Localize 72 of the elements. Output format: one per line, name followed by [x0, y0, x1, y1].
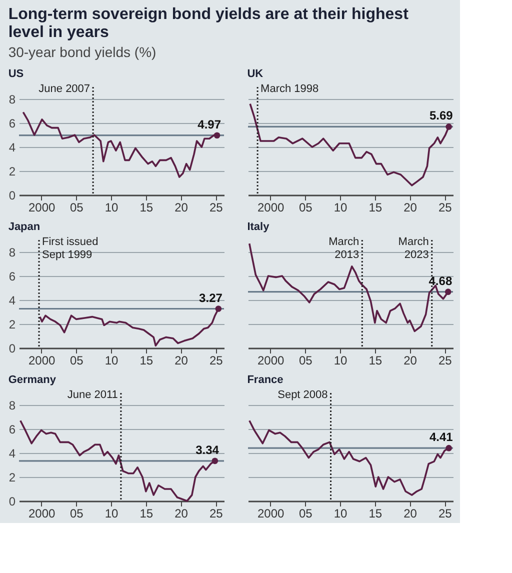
y-tick-label: 0 [8, 494, 16, 508]
annotation: 3.27 [199, 290, 223, 305]
y-tick-label: 8 [8, 92, 16, 106]
x-tick-label: 15 [368, 200, 382, 214]
chart-title: US [8, 68, 24, 80]
x-tick-label: 2000 [28, 354, 56, 368]
annotation: 3.34 [196, 442, 220, 457]
annotation: 4.97 [198, 117, 222, 132]
y-tick-label: 8 [8, 398, 16, 412]
ref-line-label: Sept 2008 [278, 389, 328, 401]
annotation: 4.68 [428, 274, 452, 288]
y-tick-label: 6 [8, 270, 16, 284]
ref-line-label: First issued Sept 1999 [42, 236, 98, 261]
chart-title: Italy [247, 221, 270, 233]
x-tick-label: 15 [140, 354, 154, 368]
chart-title: France [247, 374, 284, 386]
x-tick-label: 05 [298, 354, 313, 368]
y-tick-label: 8 [8, 246, 16, 260]
chart-title: Japan [8, 221, 40, 233]
x-tick-label: 2000 [257, 200, 284, 214]
x-tick-label: 05 [298, 200, 313, 214]
ref-line-label: March 2013 [328, 236, 360, 261]
annotation: 5.69 [429, 108, 454, 123]
x-tick-label: 25 [209, 200, 224, 214]
ref-line-label: June 2011 [67, 389, 118, 401]
y-tick-label: 2 [8, 470, 16, 484]
x-tick-label: 10 [104, 354, 119, 368]
x-tick-label: 2000 [257, 506, 284, 520]
x-tick-label: 20 [174, 354, 188, 368]
y-tick-label: 4 [8, 140, 16, 154]
x-tick-label: 05 [70, 354, 84, 368]
text: 30-year bond yields (%) [8, 44, 156, 60]
x-tick-label: 25 [438, 200, 452, 214]
y-tick-label: 0 [8, 342, 16, 356]
x-tick-label: 15 [368, 354, 382, 368]
x-tick-label: 05 [298, 506, 313, 520]
x-tick-label: 20 [404, 506, 418, 520]
x-tick-label: 2000 [257, 354, 284, 368]
x-tick-label: 05 [70, 506, 84, 520]
x-tick-label: 15 [368, 506, 382, 520]
x-tick-label: 20 [174, 506, 188, 520]
x-tick-label: 20 [174, 200, 188, 214]
annotation: 4.41 [429, 430, 454, 444]
ref-line-label: March 1998 [260, 83, 319, 95]
y-tick-label: 4 [8, 446, 16, 460]
x-tick-label: 2000 [28, 506, 56, 520]
x-tick-label: 10 [104, 506, 119, 520]
y-tick-label: 2 [8, 164, 16, 178]
x-tick-label: 20 [404, 354, 418, 368]
ref-line-label: March 2023 [398, 236, 429, 261]
x-tick-label: 10 [334, 354, 348, 368]
x-tick-label: 15 [140, 200, 154, 214]
x-tick-label: 10 [334, 506, 348, 520]
x-tick-label: 25 [438, 506, 452, 520]
x-tick-label: 10 [104, 200, 119, 214]
x-tick-label: 25 [209, 506, 224, 520]
y-tick-label: 6 [8, 422, 16, 436]
x-tick-label: 15 [140, 506, 154, 520]
x-tick-label: 25 [209, 354, 224, 368]
x-tick-label: 25 [438, 354, 452, 368]
chart-title: UK [247, 68, 264, 80]
text: Long-term sovereign bond yields are at their highest level in years [8, 6, 410, 41]
y-tick-label: 2 [8, 318, 16, 332]
ref-line-label: June 2007 [38, 83, 90, 95]
y-tick-label: 6 [8, 116, 16, 130]
y-tick-label: 4 [8, 294, 16, 308]
x-tick-label: 05 [70, 200, 84, 214]
y-tick-label: 0 [8, 188, 16, 202]
x-tick-label: 10 [334, 200, 348, 214]
chart-title: Germany [8, 374, 57, 386]
x-tick-label: 20 [404, 200, 418, 214]
x-tick-label: 2000 [28, 200, 56, 214]
